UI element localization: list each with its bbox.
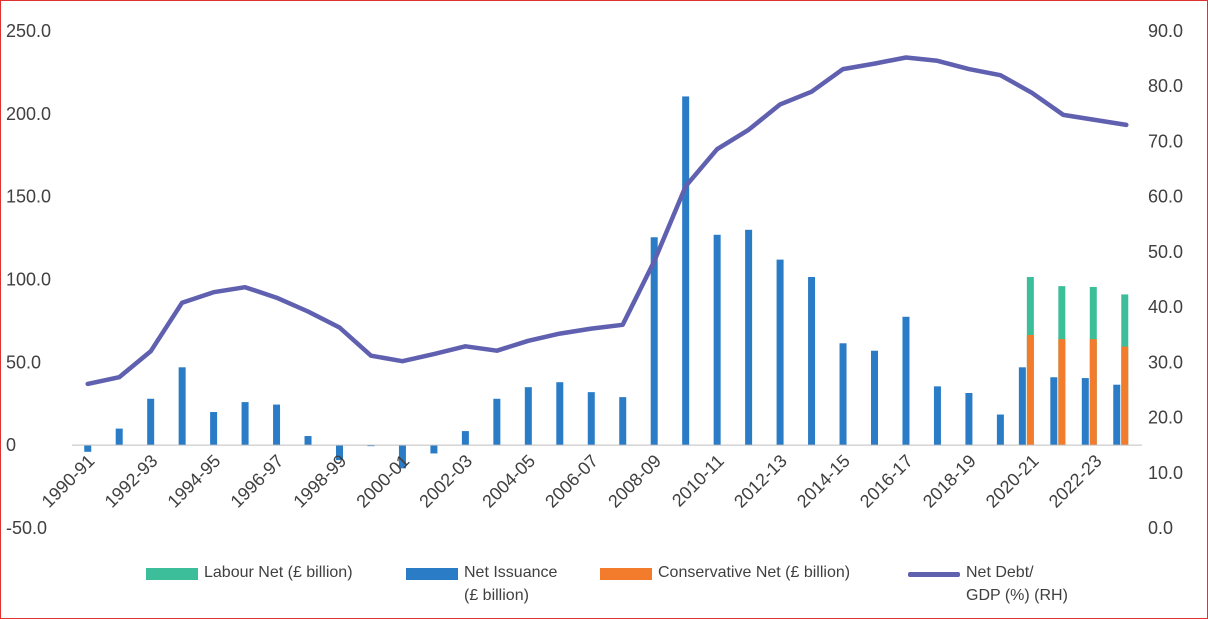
bar-net-issuance (493, 398, 501, 446)
x-tick-label: 1994-95 (164, 451, 225, 512)
left-tick-label: 100.0 (6, 270, 51, 290)
bar-net-issuance (273, 404, 281, 446)
legend-swatch-conservative (600, 568, 652, 580)
bar-net-issuance (430, 445, 438, 454)
bar-net-issuance (461, 431, 469, 446)
bar-net-issuance (398, 445, 406, 469)
bar-net-issuance (965, 392, 973, 446)
left-tick-label: 50.0 (6, 352, 41, 372)
legend-label-issuance-line1: Net Issuance (464, 564, 558, 581)
bars-layer (84, 96, 1129, 469)
legend-swatch-labour (146, 568, 198, 580)
x-tick-label: 2020-21 (982, 451, 1043, 512)
x-tick-label: 2014-15 (793, 451, 854, 512)
bar-net-issuance (178, 367, 186, 446)
bar-net-issuance (524, 387, 532, 446)
x-tick-label: 1992-93 (101, 451, 162, 512)
legend-label-issuance: Net Issuance (£ billion) (464, 561, 557, 607)
bar-net-issuance (241, 402, 249, 446)
right-tick-label: 0.0 (1148, 518, 1173, 538)
right-tick-label: 90.0 (1148, 21, 1183, 41)
legend-label-conservative: Conservative Net (£ billion) (658, 564, 851, 581)
bar-net-issuance (650, 237, 658, 446)
bar-net-issuance (304, 436, 312, 446)
bar-net-issuance (808, 277, 816, 446)
legend-swatch-issuance (406, 568, 458, 580)
right-tick-label: 40.0 (1148, 297, 1183, 317)
bar-net-issuance (902, 316, 910, 446)
legend-item-issuance: Net Issuance (£ billion) (406, 564, 557, 607)
legend-label-debt: Net Debt/ GDP (%) (RH) (966, 561, 1068, 607)
x-tick-label: 1998-99 (289, 451, 350, 512)
bar-net-issuance (839, 343, 847, 446)
x-tick-label: 1990-91 (38, 451, 99, 512)
bar-net-issuance (115, 428, 123, 446)
left-tick-label: 200.0 (6, 104, 51, 124)
x-tick-label: 2016-17 (856, 451, 917, 512)
left-tick-label: 150.0 (6, 187, 51, 207)
x-tick-label: 2010-11 (668, 451, 728, 511)
left-tick-label: 0 (6, 435, 16, 455)
x-tick-label: 2004-05 (478, 451, 539, 512)
bar-net-issuance (745, 229, 753, 446)
x-tick-label: 2000-01 (352, 451, 413, 512)
x-tick-label: 2008-09 (604, 451, 665, 512)
left-tick-label: -50.0 (6, 518, 47, 538)
left-axis: 250.0 200.0 150.0 100.0 50.0 0 -50.0 (6, 21, 51, 538)
legend-label-issuance-line2: (£ billion) (464, 587, 529, 604)
bar-net-issuance (1113, 384, 1121, 446)
legend: Labour Net (£ billion) Net Issuance (£ b… (0, 560, 1208, 616)
x-tick-label: 2018-19 (919, 451, 980, 512)
right-tick-label: 50.0 (1148, 242, 1183, 262)
bar-net-issuance (1018, 367, 1026, 446)
bar-conservative-net (1026, 334, 1034, 446)
bar-net-issuance (682, 96, 690, 446)
x-tick-label: 2022-23 (1045, 451, 1106, 512)
bar-conservative-net (1058, 339, 1066, 446)
bar-net-issuance (619, 397, 627, 446)
line-net-debt-gdp (85, 55, 1129, 387)
x-tick-label: 2006-07 (541, 451, 602, 512)
legend-item-labour: Labour Net (£ billion) (146, 564, 353, 584)
bar-net-issuance (871, 350, 878, 446)
bar-net-issuance (933, 386, 941, 446)
legend-label-labour: Labour Net (£ billion) (204, 564, 353, 581)
bar-net-issuance (556, 382, 564, 446)
bar-conservative-net (1089, 339, 1097, 446)
bar-net-issuance (776, 259, 784, 446)
legend-swatch-debt (908, 572, 960, 577)
bar-conservative-net (1121, 346, 1129, 446)
bar-net-issuance (147, 398, 155, 446)
right-tick-label: 10.0 (1148, 463, 1183, 483)
line-layer (85, 55, 1129, 387)
right-tick-label: 70.0 (1148, 131, 1183, 151)
legend-item-conservative: Conservative Net (£ billion) (600, 564, 850, 584)
x-tick-label: 1996-97 (227, 451, 288, 512)
x-tick-label: 2012-13 (730, 451, 791, 512)
bar-net-issuance (1081, 378, 1089, 446)
right-axis: 90.0 80.0 70.0 60.0 50.0 40.0 30.0 20.0 10.0 0.0 (1148, 21, 1183, 538)
chart-canvas: 250.0 200.0 150.0 100.0 50.0 0 -50.0 90.0 80.0 7… (6, 21, 1183, 538)
bar-net-issuance (713, 234, 721, 446)
bar-net-issuance (587, 392, 595, 446)
bar-net-issuance (336, 445, 343, 461)
right-tick-label: 80.0 (1148, 76, 1183, 96)
right-tick-label: 60.0 (1148, 187, 1183, 207)
x-axis: 1990-91 1992-93 1994-95 1996-97 1998-99 2000-… (38, 451, 1106, 512)
legend-label-debt-line1: Net Debt/ (966, 564, 1034, 581)
right-tick-label: 30.0 (1148, 352, 1183, 372)
right-tick-label: 20.0 (1148, 408, 1183, 428)
bar-net-issuance (996, 414, 1004, 446)
legend-item-debt: Net Debt/ GDP (%) (RH) (908, 564, 1068, 607)
bar-net-issuance (84, 445, 92, 452)
legend-label-debt-line2: GDP (%) (RH) (966, 587, 1068, 604)
bar-net-issuance (1050, 377, 1058, 446)
x-tick-label: 2002-03 (415, 451, 476, 512)
left-tick-label: 250.0 (6, 21, 51, 41)
bar-net-issuance (210, 412, 218, 446)
